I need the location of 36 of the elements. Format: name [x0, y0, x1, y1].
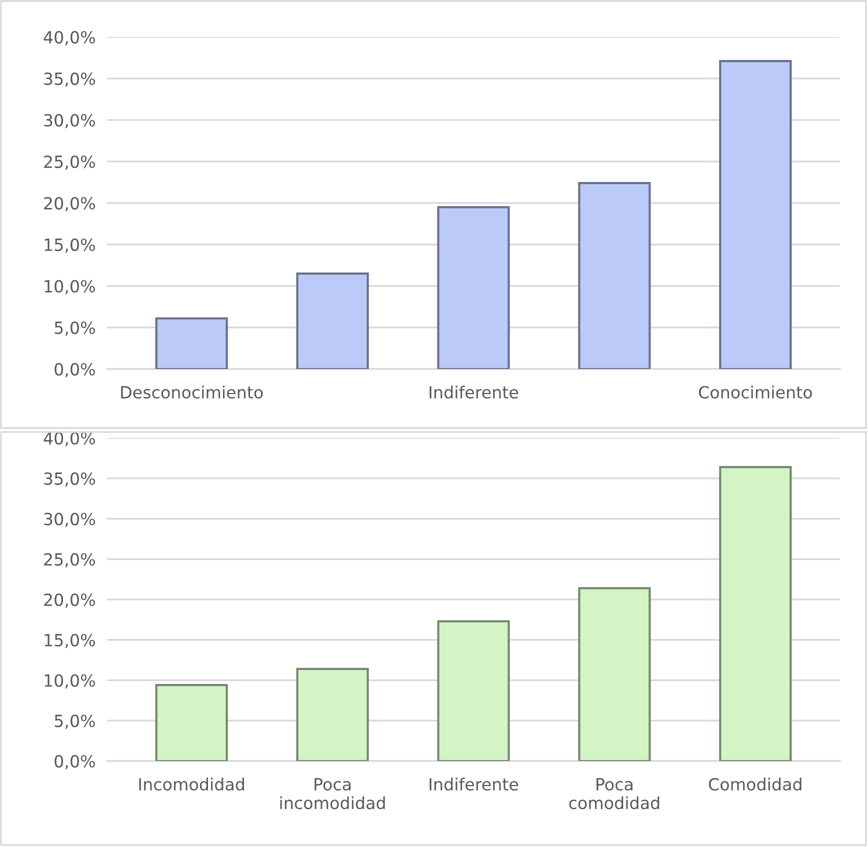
- y-tick-label: 20,0%: [44, 196, 95, 212]
- y-tick-label: 30,0%: [44, 512, 95, 528]
- y-tick-label: 35,0%: [44, 472, 95, 487]
- y-tick-label: 15,0%: [44, 238, 95, 253]
- y-tick-label: 0,0%: [54, 362, 95, 378]
- x-tick-label: Desconocimiento: [121, 386, 263, 399]
- bar: [578, 182, 651, 369]
- y-tick-label: 35,0%: [44, 72, 95, 87]
- x-tick-label: Comodidad: [708, 778, 802, 791]
- y-tick-label: 40,0%: [44, 432, 95, 446]
- x-tick-label: Indiferente: [430, 778, 518, 791]
- y-tick-label: 25,0%: [44, 155, 95, 170]
- bar: [155, 684, 228, 761]
- x-tick-label: Poca incomodidad: [280, 778, 385, 810]
- y-tick-label: 25,0%: [44, 553, 95, 568]
- y-tick-label: 5,0%: [54, 714, 95, 729]
- bar: [296, 668, 369, 761]
- bar: [437, 206, 510, 369]
- bar: [719, 60, 792, 369]
- y-tick-label: 5,0%: [54, 321, 95, 336]
- x-tick-label: Poca comodidad: [569, 778, 660, 810]
- bar: [578, 587, 651, 761]
- bar: [296, 272, 369, 369]
- bar: [719, 466, 792, 761]
- y-tick-label: 10,0%: [44, 674, 95, 689]
- bar: [437, 620, 510, 761]
- y-tick-label: 20,0%: [44, 593, 95, 608]
- y-tick-label: 0,0%: [54, 754, 95, 770]
- x-tick-label: Indiferente: [430, 386, 518, 399]
- y-tick-label: 15,0%: [44, 634, 95, 648]
- y-tick-label: 10,0%: [44, 280, 95, 294]
- y-tick-label: 40,0%: [44, 30, 95, 46]
- y-tick-label: 30,0%: [44, 114, 95, 128]
- bar: [155, 317, 228, 369]
- x-tick-label: Incomodidad: [139, 778, 244, 791]
- x-tick-label: Conocimiento: [698, 386, 812, 399]
